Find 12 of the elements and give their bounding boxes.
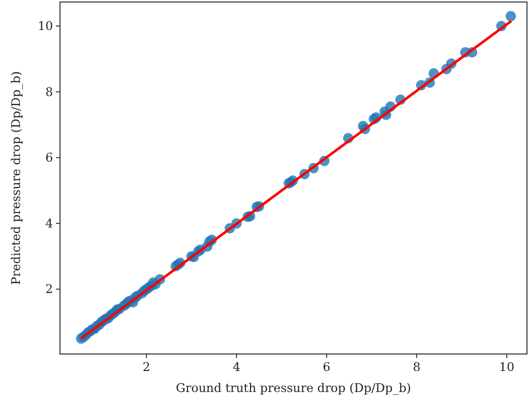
y-tick-label: 4 <box>45 216 54 230</box>
x-tick-label: 2 <box>142 360 150 374</box>
y-tick-label: 8 <box>45 84 53 99</box>
x-tick-label: 10 <box>499 360 514 374</box>
y-tick-label: 2 <box>45 282 53 296</box>
x-tick-label: 6 <box>322 360 330 374</box>
x-tick-label: 8 <box>412 360 420 374</box>
y-tick-label: 10 <box>38 19 53 34</box>
x-axis-title: Ground truth pressure drop (Dp/Dp_b) <box>176 381 412 395</box>
y-tick-label: 6 <box>45 150 53 165</box>
x-tick-label: 4 <box>232 360 241 374</box>
y-axis-title: Predicted pressure drop (Dp/Dp_b) <box>9 71 23 285</box>
